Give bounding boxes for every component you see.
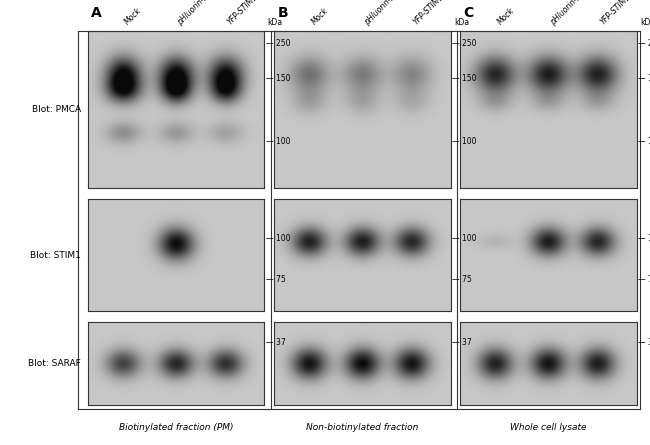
Text: Mock: Mock xyxy=(309,6,330,27)
Text: — 250: — 250 xyxy=(266,39,290,48)
Text: Blot: STIM1: Blot: STIM1 xyxy=(31,251,81,260)
Text: pHluorin-STIM1: pHluorin-STIM1 xyxy=(176,0,224,27)
Text: — 37: — 37 xyxy=(638,338,650,348)
Text: C: C xyxy=(463,6,474,20)
Text: — 37: — 37 xyxy=(266,338,285,348)
Text: A: A xyxy=(91,6,102,20)
Text: Non-biotinylated fraction: Non-biotinylated fraction xyxy=(306,423,419,432)
Text: Blot: SARAF: Blot: SARAF xyxy=(29,359,81,368)
Text: — 75: — 75 xyxy=(266,275,285,284)
Text: kDa: kDa xyxy=(640,18,650,27)
Text: — 100: — 100 xyxy=(452,137,476,146)
Text: — 100: — 100 xyxy=(452,234,476,243)
Text: Biotinylated fraction (PM): Biotinylated fraction (PM) xyxy=(119,423,233,432)
Text: YFP-STIM1: YFP-STIM1 xyxy=(412,0,446,27)
Text: B: B xyxy=(278,6,288,20)
Text: — 250: — 250 xyxy=(638,39,650,48)
Text: — 100: — 100 xyxy=(638,234,650,243)
Text: Blot: PMCA: Blot: PMCA xyxy=(32,105,81,114)
Text: — 37: — 37 xyxy=(452,338,472,348)
Text: — 150: — 150 xyxy=(452,74,476,83)
Text: — 75: — 75 xyxy=(452,275,472,284)
Text: — 150: — 150 xyxy=(266,74,290,83)
Text: pHluorin-STIM1: pHluorin-STIM1 xyxy=(363,0,410,27)
Text: kDa: kDa xyxy=(454,18,469,27)
Text: Mock: Mock xyxy=(496,6,516,27)
Text: YFP-STIM1: YFP-STIM1 xyxy=(598,0,632,27)
Text: — 250: — 250 xyxy=(452,39,476,48)
Text: — 150: — 150 xyxy=(638,74,650,83)
Text: — 100: — 100 xyxy=(638,137,650,146)
Text: — 100: — 100 xyxy=(266,234,290,243)
Text: kDa: kDa xyxy=(268,18,283,27)
Text: Mock: Mock xyxy=(123,6,144,27)
Text: — 100: — 100 xyxy=(266,137,290,146)
Text: pHluorin-STIM1: pHluorin-STIM1 xyxy=(549,0,596,27)
Text: — 75: — 75 xyxy=(638,275,650,284)
Text: YFP-STIM1: YFP-STIM1 xyxy=(226,0,259,27)
Text: Whole cell lysate: Whole cell lysate xyxy=(510,423,587,432)
